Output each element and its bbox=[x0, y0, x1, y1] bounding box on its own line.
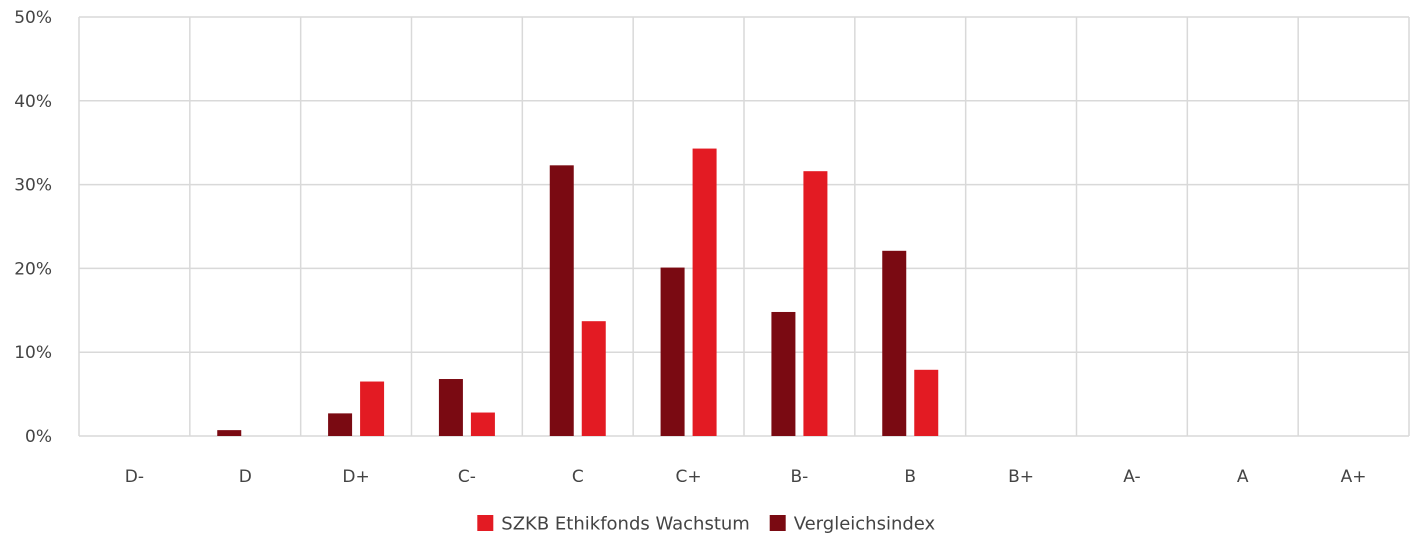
legend-label: Vergleichsindex bbox=[794, 514, 936, 535]
legend-swatch bbox=[477, 515, 494, 531]
y-tick-label: 50% bbox=[14, 8, 52, 28]
bar-szkb-ethikfonds-wachstum-C+ bbox=[692, 148, 717, 437]
x-tick-label: B bbox=[904, 467, 916, 487]
legend: SZKB Ethikfonds Wachstum Vergleichsindex bbox=[477, 514, 936, 535]
gridlines bbox=[78, 16, 1410, 437]
bar-szkb-ethikfonds-wachstum-B- bbox=[803, 171, 828, 436]
x-tick-label: A bbox=[1237, 467, 1249, 487]
bar-vergleichsindex-D bbox=[217, 430, 242, 436]
bar-vergleichsindex-B- bbox=[771, 311, 796, 436]
bar-szkb-ethikfonds-wachstum-D+ bbox=[360, 381, 385, 436]
y-tick-label: 20% bbox=[14, 259, 52, 279]
bar-vergleichsindex-C- bbox=[438, 379, 463, 436]
x-tick-label: B- bbox=[791, 467, 809, 487]
bar-vergleichsindex-B bbox=[882, 250, 907, 436]
x-tick-label: C bbox=[572, 467, 584, 487]
legend-swatch bbox=[769, 515, 786, 531]
legend-label: SZKB Ethikfonds Wachstum bbox=[501, 514, 750, 535]
bar-vergleichsindex-C+ bbox=[660, 267, 685, 436]
x-tick-label: B+ bbox=[1008, 467, 1034, 487]
bar-vergleichsindex-D+ bbox=[328, 413, 353, 436]
bar-szkb-ethikfonds-wachstum-C- bbox=[470, 412, 495, 436]
bar-szkb-ethikfonds-wachstum-C bbox=[581, 321, 606, 436]
bars bbox=[217, 148, 939, 437]
x-tick-label: A- bbox=[1123, 467, 1140, 487]
bar-vergleichsindex-C bbox=[549, 165, 574, 437]
x-tick-label: D- bbox=[125, 467, 144, 487]
y-tick-label: 0% bbox=[25, 427, 52, 447]
x-tick-label: C+ bbox=[676, 467, 702, 487]
y-tick-label: 40% bbox=[14, 92, 52, 112]
x-axis-ticks: D- D D+ C- C C+ B- B B+ A- A A+ bbox=[125, 467, 1367, 487]
x-tick-label: C- bbox=[458, 467, 476, 487]
x-tick-label: D+ bbox=[342, 467, 369, 487]
y-tick-label: 10% bbox=[14, 343, 52, 363]
x-tick-label: A+ bbox=[1341, 467, 1367, 487]
y-axis-ticks: 0% 10% 20% 30% 40% 50% bbox=[14, 8, 52, 447]
bar-szkb-ethikfonds-wachstum-B bbox=[914, 369, 939, 436]
y-tick-label: 30% bbox=[14, 176, 52, 196]
x-tick-label: D bbox=[239, 467, 252, 487]
